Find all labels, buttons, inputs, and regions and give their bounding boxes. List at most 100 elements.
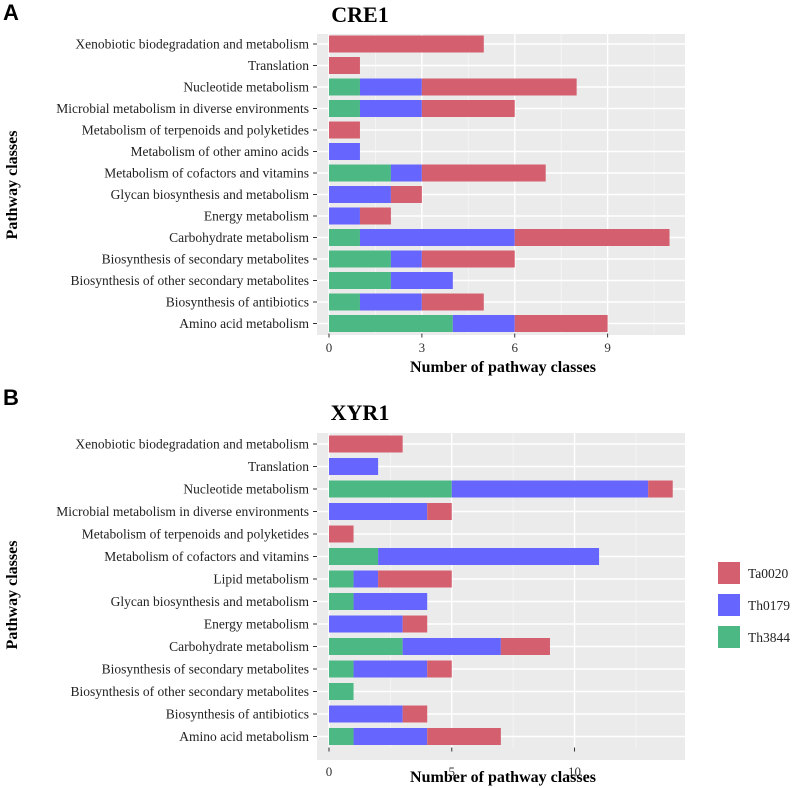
category-label-biosynthesis-of-antibiotics: Biosynthesis of antibiotics (166, 295, 309, 310)
category-label-biosynthesis-of-secondary-metabolites: Biosynthesis of secondary metabolites (102, 662, 309, 677)
bar-th0179-biosynthesis-of-secondary-metabolites (353, 660, 428, 678)
category-label-metabolism-of-terpenoids-and-polyketides: Metabolism of terpenoids and polyketides (82, 123, 309, 138)
category-label-microbial-metabolism-in-diverse-environments: Microbial metabolism in diverse environm… (56, 101, 309, 116)
bar-th3844-biosynthesis-of-secondary-metabolites (329, 660, 354, 678)
bar-ta0020-glycan-biosynthesis-and-metabolism (390, 186, 422, 203)
bar-th3844-carbohydrate-metabolism (329, 638, 403, 655)
bar-ta0020-microbial-metabolism-in-diverse-environments (427, 503, 452, 520)
bar-ta0020-microbial-metabolism-in-diverse-environments (421, 100, 515, 117)
bar-ta0020-biosynthesis-of-antibiotics (421, 293, 484, 311)
category-labels-xyr1: Xenobiotic biodegradation and metabolism… (56, 437, 317, 744)
bars-cre1 (329, 35, 670, 332)
bar-ta0020-amino-acid-metabolism (514, 315, 608, 332)
category-label-energy-metabolism: Energy metabolism (204, 209, 310, 224)
bar-ta0020-biosynthesis-of-secondary-metabolites (427, 660, 452, 678)
category-label-energy-metabolism: Energy metabolism (204, 617, 310, 632)
bar-th0179-amino-acid-metabolism (353, 728, 428, 745)
category-label-xenobiotic-biodegradation-and-metabolism: Xenobiotic biodegradation and metabolism (75, 437, 309, 452)
bar-th0179-microbial-metabolism-in-diverse-environments (329, 503, 428, 520)
bar-th0179-nucleotide-metabolism (451, 480, 649, 498)
category-label-xenobiotic-biodegradation-and-metabolism: Xenobiotic biodegradation and metabolism (75, 37, 309, 52)
bar-ta0020-energy-metabolism (402, 615, 428, 633)
bar-th0179-nucleotide-metabolism (359, 78, 422, 96)
y-axis-title-cre1: Pathway classes (4, 131, 21, 240)
category-labels-cre1: Xenobiotic biodegradation and metabolism… (56, 37, 317, 331)
category-label-lipid-metabolism: Lipid metabolism (213, 572, 309, 587)
panel-letter-b: B (3, 385, 19, 410)
legend-label-th0179: Th0179 (748, 598, 790, 613)
x-tick-label-10: 10 (568, 764, 581, 779)
chart-title-cre1: CRE1 (331, 2, 388, 27)
category-label-translation: Translation (248, 58, 309, 73)
bar-th3844-metabolism-of-cofactors-and-vitamins (329, 164, 391, 182)
bar-th0179-metabolism-of-cofactors-and-vitamins (378, 548, 600, 565)
bar-th0179-glycan-biosynthesis-and-metabolism (329, 186, 391, 203)
category-label-glycan-biosynthesis-and-metabolism: Glycan biosynthesis and metabolism (111, 594, 310, 609)
bar-ta0020-lipid-metabolism (378, 570, 452, 588)
category-label-nucleotide-metabolism: Nucleotide metabolism (183, 482, 309, 497)
panel-b-xyr1: B XYR1 Xenobiotic biodegradation and met… (3, 385, 685, 786)
category-label-biosynthesis-of-antibiotics: Biosynthesis of antibiotics (166, 707, 309, 722)
panel-letter-a: A (3, 0, 19, 25)
chart-title-xyr1: XYR1 (331, 400, 390, 425)
bar-ta0020-energy-metabolism (359, 207, 391, 225)
x-axis-title-cre1: Number of pathway classes (410, 359, 596, 376)
category-label-translation: Translation (248, 459, 309, 474)
bar-ta0020-nucleotide-metabolism (648, 480, 673, 498)
x-tick-label-6: 6 (511, 340, 518, 355)
bar-th0179-microbial-metabolism-in-diverse-environments (359, 100, 422, 117)
x-axis-title-xyr1: Number of pathway classes (410, 769, 596, 786)
category-label-metabolism-of-cofactors-and-vitamins: Metabolism of cofactors and vitamins (104, 166, 309, 181)
bar-ta0020-amino-acid-metabolism (427, 728, 501, 745)
category-label-amino-acid-metabolism: Amino acid metabolism (179, 316, 309, 331)
x-tick-label-3: 3 (419, 340, 426, 355)
bar-ta0020-biosynthesis-of-secondary-metabolites (421, 250, 515, 268)
panel-a-cre1: A CRE1 Xenobiotic biodegradation and met… (3, 0, 685, 376)
bar-ta0020-metabolism-of-terpenoids-and-polyketides (329, 525, 354, 543)
bar-th0179-biosynthesis-of-antibiotics (329, 705, 403, 723)
bar-th0179-lipid-metabolism (353, 570, 379, 588)
category-label-carbohydrate-metabolism: Carbohydrate metabolism (169, 230, 309, 245)
bar-ta0020-xenobiotic-biodegradation-and-metabolism (329, 435, 403, 453)
category-label-carbohydrate-metabolism: Carbohydrate metabolism (169, 639, 309, 654)
bar-th0179-biosynthesis-of-other-secondary-metabolites (390, 272, 453, 289)
x-tick-label-9: 9 (604, 340, 611, 355)
category-label-biosynthesis-of-secondary-metabolites: Biosynthesis of secondary metabolites (102, 252, 309, 267)
category-label-glycan-biosynthesis-and-metabolism: Glycan biosynthesis and metabolism (111, 187, 310, 202)
bar-th3844-amino-acid-metabolism (329, 728, 354, 745)
x-ticks-xyr1: 0 5 10 (326, 747, 581, 779)
x-tick-label-0: 0 (326, 764, 333, 779)
y-axis-title-xyr1: Pathway classes (4, 541, 21, 650)
legend: Ta0020 Th0179 Th3844 (718, 562, 790, 648)
legend-label-th3844: Th3844 (748, 630, 790, 645)
bar-ta0020-metabolism-of-cofactors-and-vitamins (421, 164, 546, 182)
bar-th0179-energy-metabolism (329, 207, 360, 225)
bar-ta0020-nucleotide-metabolism (421, 78, 577, 96)
bar-th3844-lipid-metabolism (329, 570, 354, 588)
bar-th3844-nucleotide-metabolism (329, 78, 360, 96)
bar-th0179-translation (329, 458, 379, 475)
bar-th0179-carbohydrate-metabolism (359, 229, 515, 246)
bar-th0179-energy-metabolism (329, 615, 403, 633)
category-label-microbial-metabolism-in-diverse-environments: Microbial metabolism in diverse environm… (56, 504, 309, 519)
bar-th0179-metabolism-of-other-amino-acids (329, 143, 360, 160)
bar-th0179-metabolism-of-cofactors-and-vitamins (390, 164, 422, 182)
bar-ta0020-metabolism-of-terpenoids-and-polyketides (329, 121, 360, 139)
category-label-biosynthesis-of-other-secondary-metabolites: Biosynthesis of other secondary metaboli… (71, 273, 309, 288)
bar-ta0020-xenobiotic-biodegradation-and-metabolism (329, 35, 484, 53)
bar-th0179-carbohydrate-metabolism (402, 638, 501, 655)
bar-ta0020-translation (329, 57, 360, 74)
bar-th3844-biosynthesis-of-antibiotics (329, 293, 360, 311)
x-tick-label-0: 0 (326, 340, 333, 355)
bar-th3844-amino-acid-metabolism (329, 315, 453, 332)
category-label-metabolism-of-cofactors-and-vitamins: Metabolism of cofactors and vitamins (104, 549, 309, 564)
bar-th3844-biosynthesis-of-secondary-metabolites (329, 250, 391, 268)
legend-swatch-th0179 (718, 594, 740, 616)
bar-th3844-biosynthesis-of-other-secondary-metabolites (329, 272, 391, 289)
category-label-nucleotide-metabolism: Nucleotide metabolism (183, 80, 309, 95)
bar-th3844-glycan-biosynthesis-and-metabolism (329, 593, 354, 610)
legend-swatch-ta0020 (718, 562, 740, 584)
x-tick-label-5: 5 (449, 764, 456, 779)
bar-ta0020-biosynthesis-of-antibiotics (402, 705, 428, 723)
